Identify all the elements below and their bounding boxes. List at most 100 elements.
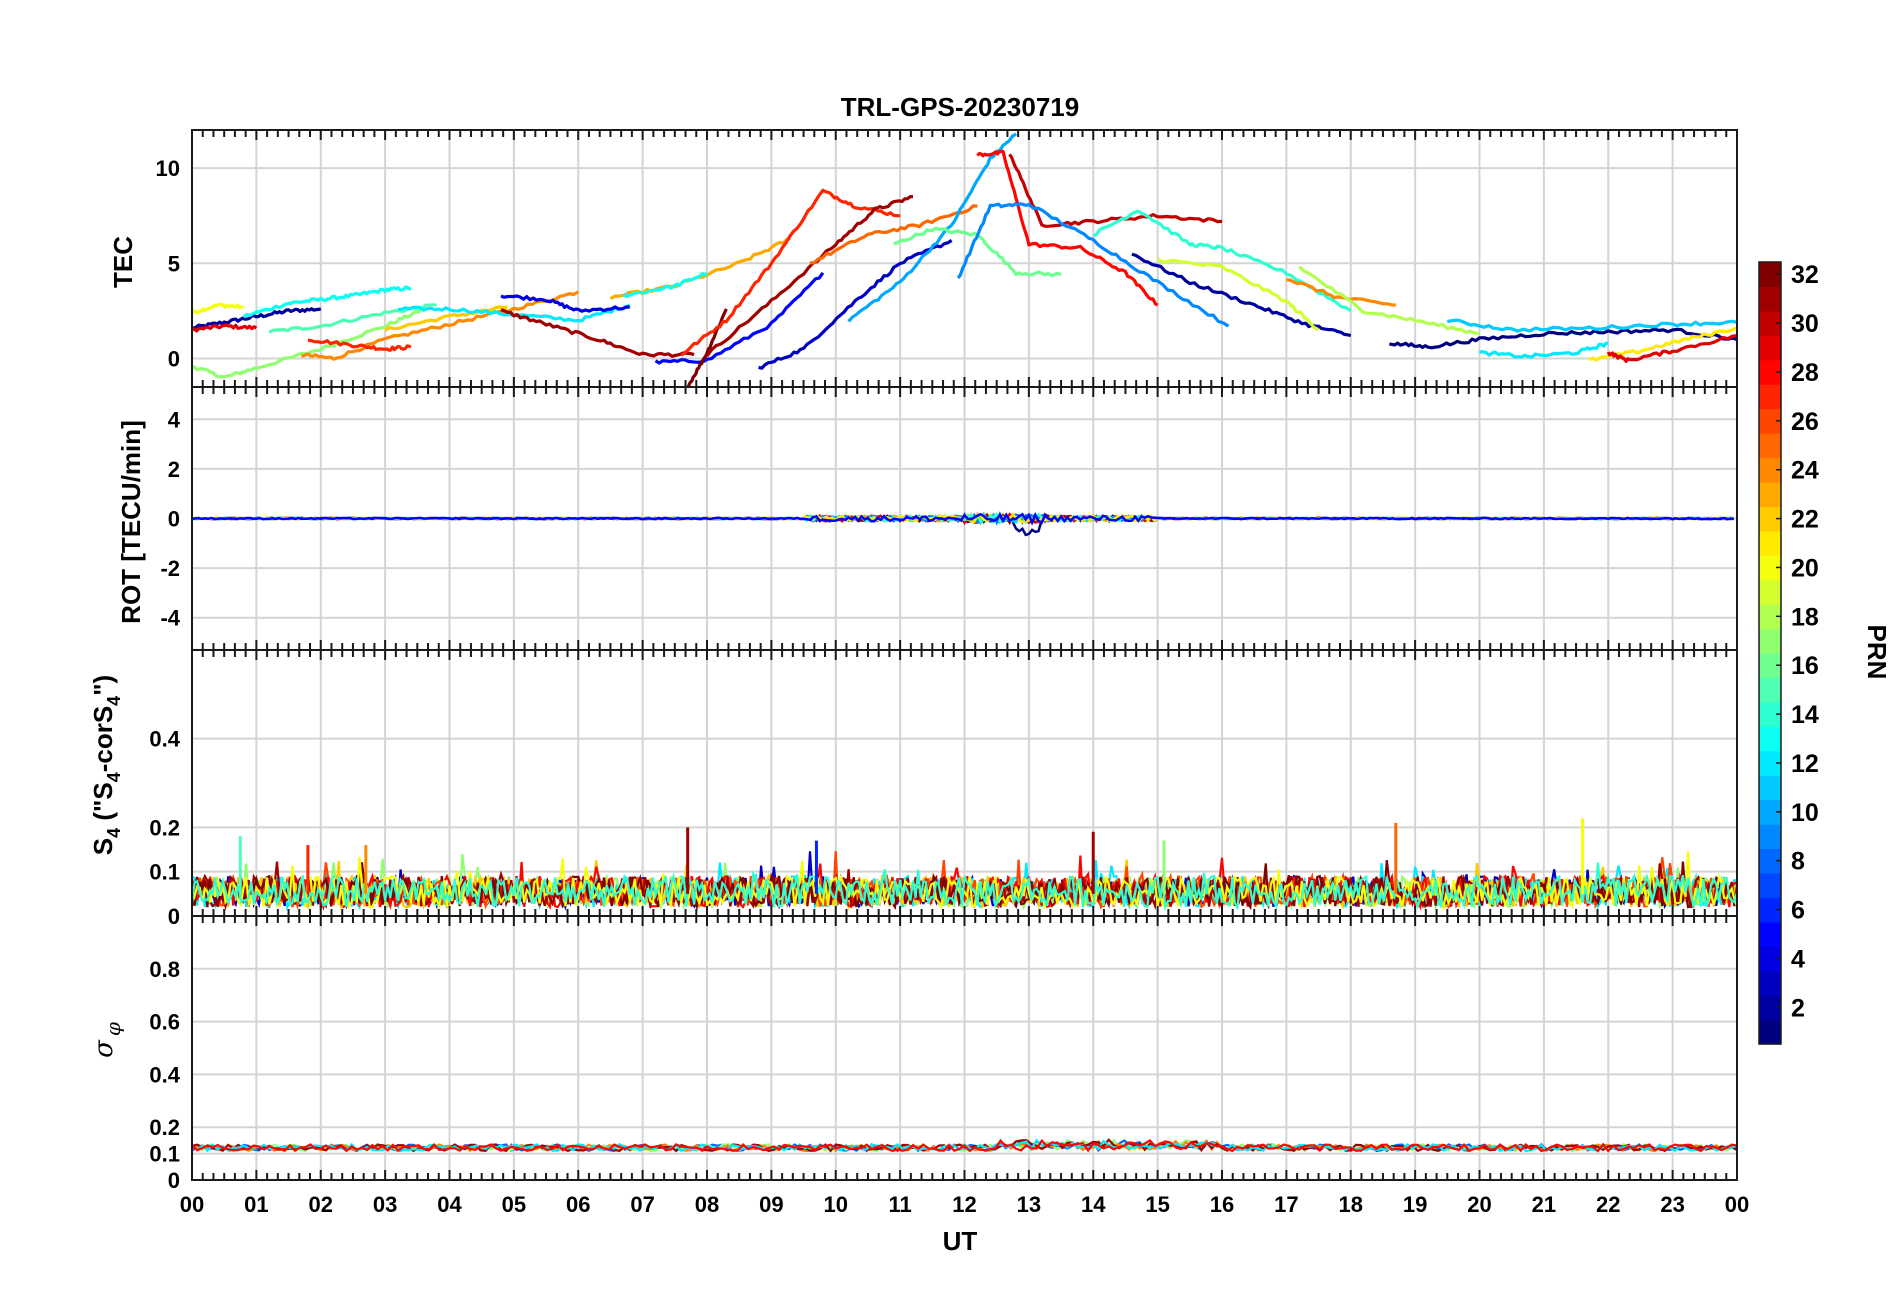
rot-panel: -4 -2 0 2 4 [160,386,1738,651]
colorbar-segment [1759,775,1781,801]
colorbar-tick-label: 8 [1791,848,1805,876]
colorbar-tick-label: 32 [1791,261,1819,289]
tec-series-line [809,204,978,265]
colorbar-tick-label: 28 [1791,359,1819,387]
x-axis-label: UT [943,1226,978,1256]
y-tick-label: 0.8 [149,957,180,982]
colorbar-tick-label: 20 [1791,554,1819,582]
tec-series-line [1092,209,1352,313]
x-tick-label: 04 [437,1192,462,1217]
y-tick-label: -2 [160,556,180,581]
y-tick-label: 0 [168,904,180,929]
phi-subscript: φ [101,1022,125,1036]
y-tick-label: 5 [168,251,180,276]
tec-series-line [500,308,695,358]
x-tick-label: 01 [244,1192,268,1217]
x-tick-label: 13 [1017,1192,1041,1217]
s4-ylabel-part: 4 [104,772,124,782]
x-tick-label: 16 [1210,1192,1234,1217]
tec-series-line [847,132,1017,323]
x-tick-label: 07 [630,1192,654,1217]
colorbar-segment [1759,384,1781,410]
s4-ylabel-part: 4 [104,696,124,706]
colorbar-label: PRN [1862,625,1892,680]
x-tick-label: 21 [1532,1192,1556,1217]
panel-data [192,818,1737,912]
tec-series-line [956,202,1230,328]
colorbar-tick-label: 2 [1791,994,1805,1022]
rot-ylabel: ROT [TECU/min] [116,420,146,624]
tec-series-line [192,323,258,333]
colorbar-segment [1759,335,1781,361]
tec-series-line [301,290,580,361]
tec-series-line [1447,318,1737,333]
colorbar-tick-label: 14 [1791,701,1819,729]
colorbar-tick-label: 6 [1791,897,1805,925]
colorbar-segment [1759,286,1781,312]
y-tick-label: 2 [168,457,180,482]
tec-series-line [705,195,914,357]
colorbar-tick-label: 30 [1791,310,1819,338]
colorbar-segment [1759,872,1781,898]
s4-series-line [192,851,1737,911]
colorbar-segment [1759,824,1781,850]
x-tick-label: 05 [502,1192,526,1217]
x-tick-label: 09 [759,1192,783,1217]
tec-series-line [1606,334,1737,363]
tec-series-line [680,188,901,357]
x-tick-label: 00 [1725,1192,1749,1217]
sigma-phi-ylabel: σφ [89,1022,125,1058]
x-tick-label: 10 [824,1192,848,1217]
x-tick-label: 12 [952,1192,976,1217]
sigma-symbol: σ [89,1039,119,1058]
panel-data [192,1138,1737,1153]
tec-series-line [1479,341,1609,359]
y-tick-label: 0.6 [149,1010,180,1035]
tec-panel: 0 5 10 [156,129,1738,388]
tec-series-line [609,236,792,301]
x-tick-label: 00 [180,1192,204,1217]
colorbar-segment [1759,946,1781,972]
colorbar-tick-label: 12 [1791,750,1819,778]
tec-series-line [307,338,412,352]
rot-series-line [192,511,1734,526]
x-tick-label: 06 [566,1192,590,1217]
colorbar-segment [1759,653,1781,679]
colorbar-segment [1759,457,1781,483]
colorbar-tick-label: 4 [1791,945,1805,973]
colorbar-segment [1759,799,1781,825]
colorbar-segment [1759,921,1781,947]
y-tick-label: 10 [156,156,180,181]
tec-series-line [242,285,412,319]
colorbar-tick-label: 16 [1791,652,1819,680]
colorbar-frame [1758,261,1782,1045]
sigma-series-line [192,1138,1737,1153]
colorbar-segment [1759,677,1781,703]
x-tick-label: 15 [1145,1192,1169,1217]
y-tick-label: 0 [168,507,180,532]
colorbar-segment [1759,481,1781,507]
x-tick-label: 03 [373,1192,397,1217]
tec-ylabel: TEC [108,236,138,288]
y-tick-label: 0 [168,346,180,371]
x-tick-label: 23 [1660,1192,1684,1217]
colorbar-segment [1759,604,1781,630]
colorbar-segment [1759,433,1781,459]
colorbar-tick-label: 10 [1791,799,1819,827]
x-tick-label: 02 [309,1192,333,1217]
y-tick-label: 0.2 [149,815,180,840]
x-tick-label: 19 [1403,1192,1427,1217]
tec-series-line [1131,252,1352,338]
tec-series-line [758,239,953,370]
tec-series-line [500,294,630,313]
tec-series-line [1008,153,1223,228]
panel-data [192,132,1737,387]
panel-data [192,511,1735,537]
tec-series-line [1156,257,1320,332]
colorbar-segment [1759,506,1781,532]
tec-series-line [976,149,1159,307]
tec-series-line [1298,265,1480,336]
x-tick-label: 20 [1467,1192,1491,1217]
